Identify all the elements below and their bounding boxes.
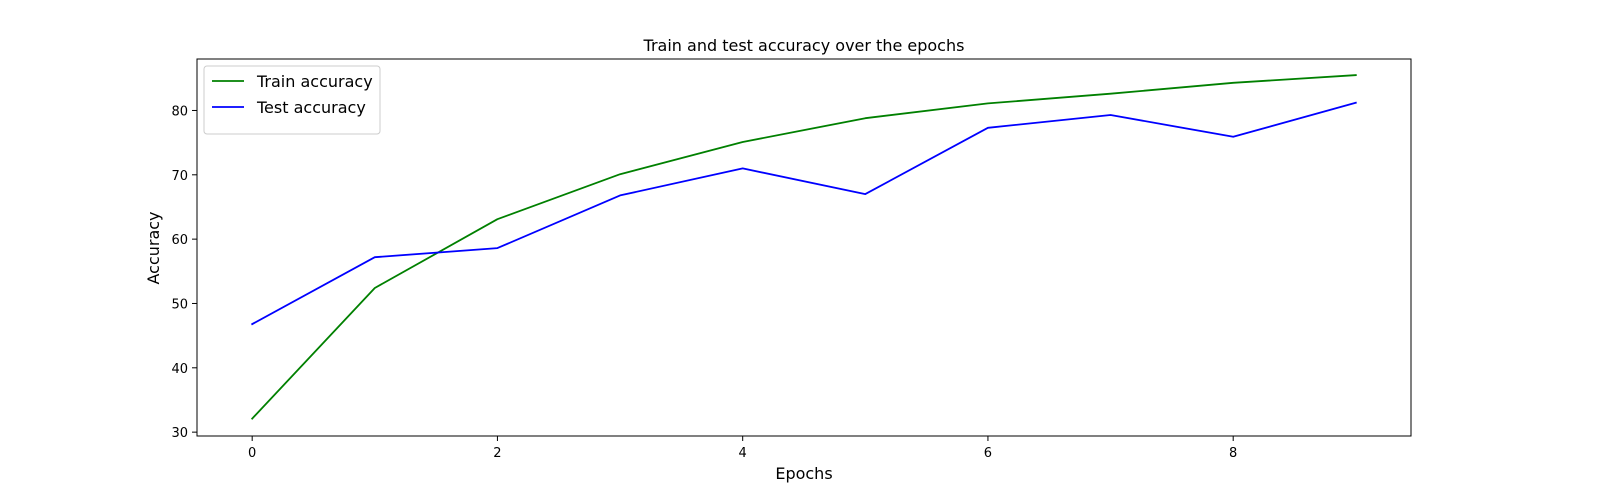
legend-label-0: Train accuracy (256, 72, 373, 91)
chart-title: Train and test accuracy over the epochs (643, 36, 965, 55)
axes-frame (196, 58, 1412, 437)
y-tick-label: 30 (171, 426, 188, 441)
x-tick-label: 2 (493, 446, 501, 461)
y-axis-label: Accuracy (144, 211, 163, 284)
y-tick-label: 40 (171, 362, 188, 377)
plot-area: 0 2 4 6 8 30 40 50 60 70 80 (171, 58, 1412, 461)
series-line-0 (250, 74, 1357, 420)
legend-box (203, 65, 381, 135)
y-tick-label: 70 (171, 169, 188, 184)
x-axis-label: Epochs (775, 464, 832, 483)
y-tick-label: 60 (171, 233, 188, 248)
legend-label-1: Test accuracy (256, 98, 366, 117)
x-tick-label: 8 (1229, 446, 1237, 461)
x-tick-label: 6 (984, 446, 992, 461)
series-line-1 (250, 101, 1357, 326)
legend: Train accuracy Test accuracy (203, 65, 381, 135)
x-tick-label: 0 (248, 446, 256, 461)
y-tick-label: 80 (171, 104, 188, 119)
y-tick-label: 50 (171, 297, 188, 312)
x-tick-label: 4 (739, 446, 747, 461)
